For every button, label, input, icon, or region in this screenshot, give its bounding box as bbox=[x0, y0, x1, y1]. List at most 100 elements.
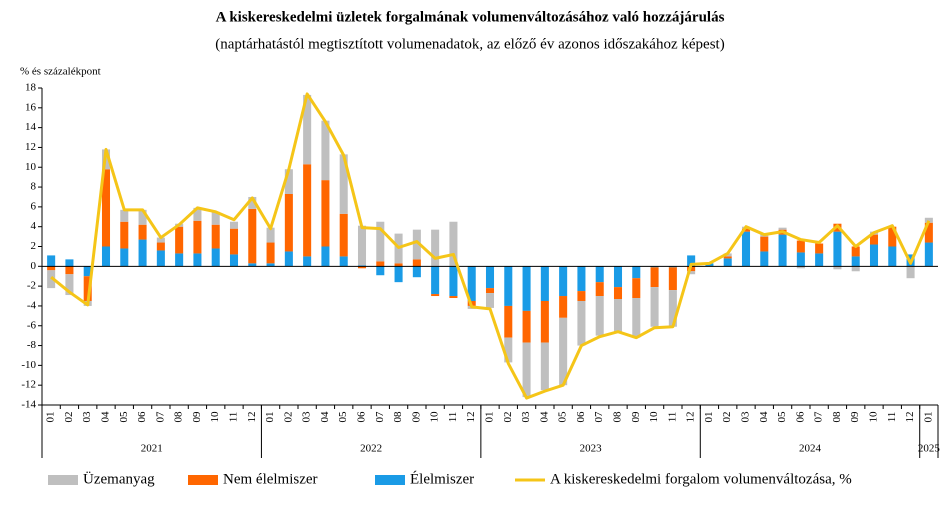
bar bbox=[248, 263, 257, 267]
bar bbox=[266, 242, 275, 264]
bar bbox=[888, 246, 897, 267]
bar bbox=[559, 317, 568, 386]
bar bbox=[796, 240, 805, 253]
bar bbox=[248, 196, 257, 209]
x-tick-label: 03 bbox=[520, 411, 532, 423]
bar bbox=[357, 266, 367, 269]
y-tick-label: 6 bbox=[31, 200, 37, 212]
x-tick-label: 04 bbox=[100, 411, 112, 423]
bar bbox=[924, 222, 933, 243]
bar bbox=[412, 229, 421, 260]
bar bbox=[595, 266, 604, 283]
bar bbox=[120, 221, 129, 249]
bar bbox=[888, 226, 897, 247]
bar bbox=[577, 291, 586, 301]
year-label: 2025 bbox=[918, 443, 941, 455]
bar bbox=[193, 207, 202, 221]
bar bbox=[540, 342, 549, 391]
bar bbox=[924, 217, 933, 223]
bar bbox=[613, 299, 623, 332]
y-tick-label: -4 bbox=[27, 299, 37, 311]
x-tick-label: 10 bbox=[868, 411, 880, 423]
bar bbox=[229, 254, 239, 267]
bar bbox=[321, 246, 330, 267]
bar bbox=[595, 282, 604, 297]
bar bbox=[796, 252, 805, 267]
y-axis-label: % és százalékpont bbox=[20, 66, 101, 78]
bar bbox=[632, 298, 641, 338]
bar bbox=[467, 266, 476, 301]
x-tick-label: 08 bbox=[831, 411, 843, 423]
bar bbox=[504, 266, 513, 306]
x-tick-label: 06 bbox=[575, 411, 587, 423]
bar bbox=[504, 337, 513, 363]
bar bbox=[522, 342, 531, 398]
bar bbox=[485, 293, 495, 308]
bar bbox=[120, 248, 129, 267]
x-tick-label: 07 bbox=[813, 411, 825, 423]
bar bbox=[47, 255, 56, 267]
bar bbox=[120, 209, 129, 222]
bar bbox=[723, 258, 732, 267]
bar bbox=[632, 266, 641, 279]
bar bbox=[833, 266, 842, 270]
legend-swatch bbox=[48, 475, 78, 485]
x-tick-label: 01 bbox=[264, 412, 276, 423]
bar bbox=[741, 228, 751, 232]
x-tick-label: 02 bbox=[282, 412, 294, 423]
bar bbox=[47, 270, 56, 289]
bar bbox=[266, 227, 275, 243]
legend-label: A kiskereskedelmi forgalom volumenváltoz… bbox=[550, 471, 852, 487]
bar bbox=[687, 271, 696, 275]
bar bbox=[357, 225, 367, 266]
x-tick-label: 02 bbox=[502, 412, 514, 423]
bar bbox=[851, 266, 860, 272]
x-tick-label: 10 bbox=[429, 411, 441, 423]
bar bbox=[412, 259, 421, 267]
bar bbox=[101, 246, 111, 267]
bar bbox=[449, 266, 458, 297]
bar bbox=[156, 237, 165, 243]
bar bbox=[175, 253, 184, 267]
bar bbox=[211, 248, 220, 267]
bar bbox=[83, 276, 92, 301]
x-tick-label: 05 bbox=[776, 411, 788, 423]
bar bbox=[815, 253, 824, 267]
y-tick-label: 18 bbox=[25, 82, 37, 94]
x-tick-label: 11 bbox=[447, 412, 459, 423]
x-tick-label: 05 bbox=[557, 411, 569, 423]
x-tick-label: 04 bbox=[758, 411, 770, 423]
chart-subtitle: (naptárhatástól megtisztított volumenada… bbox=[215, 36, 724, 52]
chart-title: A kiskereskedelmi üzletek forgalmának vo… bbox=[216, 9, 725, 25]
bar bbox=[668, 267, 677, 291]
x-tick-label: 10 bbox=[648, 411, 660, 423]
bar bbox=[723, 256, 732, 259]
x-tick-label: 07 bbox=[154, 411, 166, 423]
bar bbox=[613, 287, 623, 300]
bar bbox=[833, 231, 842, 267]
x-tick-label: 04 bbox=[319, 411, 331, 423]
x-tick-label: 03 bbox=[301, 411, 313, 423]
x-tick-label: 09 bbox=[191, 411, 203, 423]
x-tick-label: 03 bbox=[740, 411, 752, 423]
x-tick-label: 11 bbox=[228, 412, 240, 423]
bar bbox=[83, 266, 92, 277]
bar bbox=[65, 266, 74, 275]
bar bbox=[577, 300, 586, 346]
y-tick-label: 8 bbox=[31, 181, 37, 193]
y-tick-label: 14 bbox=[25, 121, 37, 133]
bar bbox=[412, 266, 421, 278]
legend-label: Nem élelmiszer bbox=[223, 471, 318, 487]
bar bbox=[485, 266, 495, 289]
y-tick-label: -2 bbox=[27, 280, 36, 292]
bar bbox=[303, 94, 312, 165]
x-tick-label: 01 bbox=[703, 412, 715, 423]
x-tick-label: 07 bbox=[374, 411, 386, 423]
y-tick-label: -6 bbox=[27, 319, 37, 331]
bar bbox=[595, 296, 604, 336]
line bbox=[50, 92, 931, 400]
x-tick-label: 12 bbox=[904, 412, 916, 423]
bar bbox=[540, 266, 549, 301]
bar bbox=[339, 213, 348, 257]
year-label: 2022 bbox=[360, 443, 382, 455]
